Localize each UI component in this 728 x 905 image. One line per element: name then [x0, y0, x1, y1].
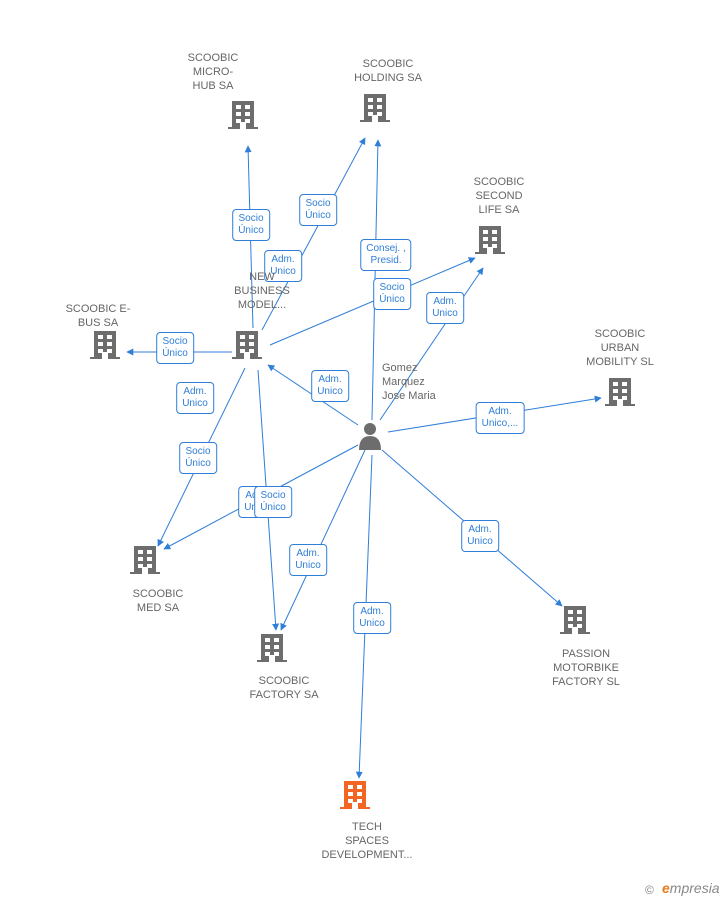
company-node-microhub[interactable]	[228, 101, 258, 129]
copyright-symbol: ©	[645, 883, 654, 897]
company-label-microhub: SCOOBIC MICRO- HUB SA	[158, 52, 268, 93]
edge-label: Adm. Unico	[353, 602, 391, 634]
company-node-second[interactable]	[475, 226, 505, 254]
company-label-tech: TECH SPACES DEVELOPMENT...	[312, 821, 422, 862]
person-label: Gomez Marquez Jose Maria	[382, 362, 436, 403]
person-node[interactable]	[359, 423, 381, 450]
company-label-second: SCOOBIC SECOND LIFE SA	[444, 176, 554, 217]
company-label-passion: PASSION MOTORBIKE FACTORY SL	[531, 648, 641, 689]
brand-accent: e	[662, 880, 670, 896]
company-label-factory: SCOOBIC FACTORY SA	[229, 675, 339, 703]
company-node-med[interactable]	[130, 546, 160, 574]
edge-label: Socio Único	[156, 332, 194, 364]
company-node-nbm[interactable]	[232, 331, 262, 359]
edge-label: Consej. , Presid.	[360, 239, 411, 271]
company-node-passion[interactable]	[560, 606, 590, 634]
edge-label: Adm. Unico	[176, 382, 214, 414]
company-node-ebus[interactable]	[90, 331, 120, 359]
brand-logo: empresia	[662, 880, 720, 896]
edge-label: Adm. Unico,...	[476, 402, 525, 434]
edge-label: Adm. Unico	[461, 520, 499, 552]
company-node-factory[interactable]	[257, 634, 287, 662]
edge-label: Adm. Unico	[426, 292, 464, 324]
company-node-holding[interactable]	[360, 94, 390, 122]
company-label-urban: SCOOBIC URBAN MOBILITY SL	[565, 328, 675, 369]
company-label-nbm: NEW BUSINESS MODEL...	[207, 271, 317, 312]
company-node-tech[interactable]	[340, 781, 370, 809]
company-label-holding: SCOOBIC HOLDING SA	[333, 58, 443, 86]
edge-label: Socio Único	[179, 442, 217, 474]
edge-label: Adm. Unico	[289, 544, 327, 576]
network-canvas	[0, 0, 728, 905]
company-node-urban[interactable]	[605, 378, 635, 406]
brand-rest: mpresia	[670, 880, 720, 896]
company-label-med: SCOOBIC MED SA	[103, 588, 213, 616]
edge	[281, 450, 365, 630]
edge-label: Socio Único	[232, 209, 270, 241]
edge-label: Adm. Unico	[311, 370, 349, 402]
company-label-ebus: SCOOBIC E- BUS SA	[43, 303, 153, 331]
edge-label: Socio Único	[254, 486, 292, 518]
edge-label: Socio Único	[299, 194, 337, 226]
edge-label: Socio Único	[373, 278, 411, 310]
